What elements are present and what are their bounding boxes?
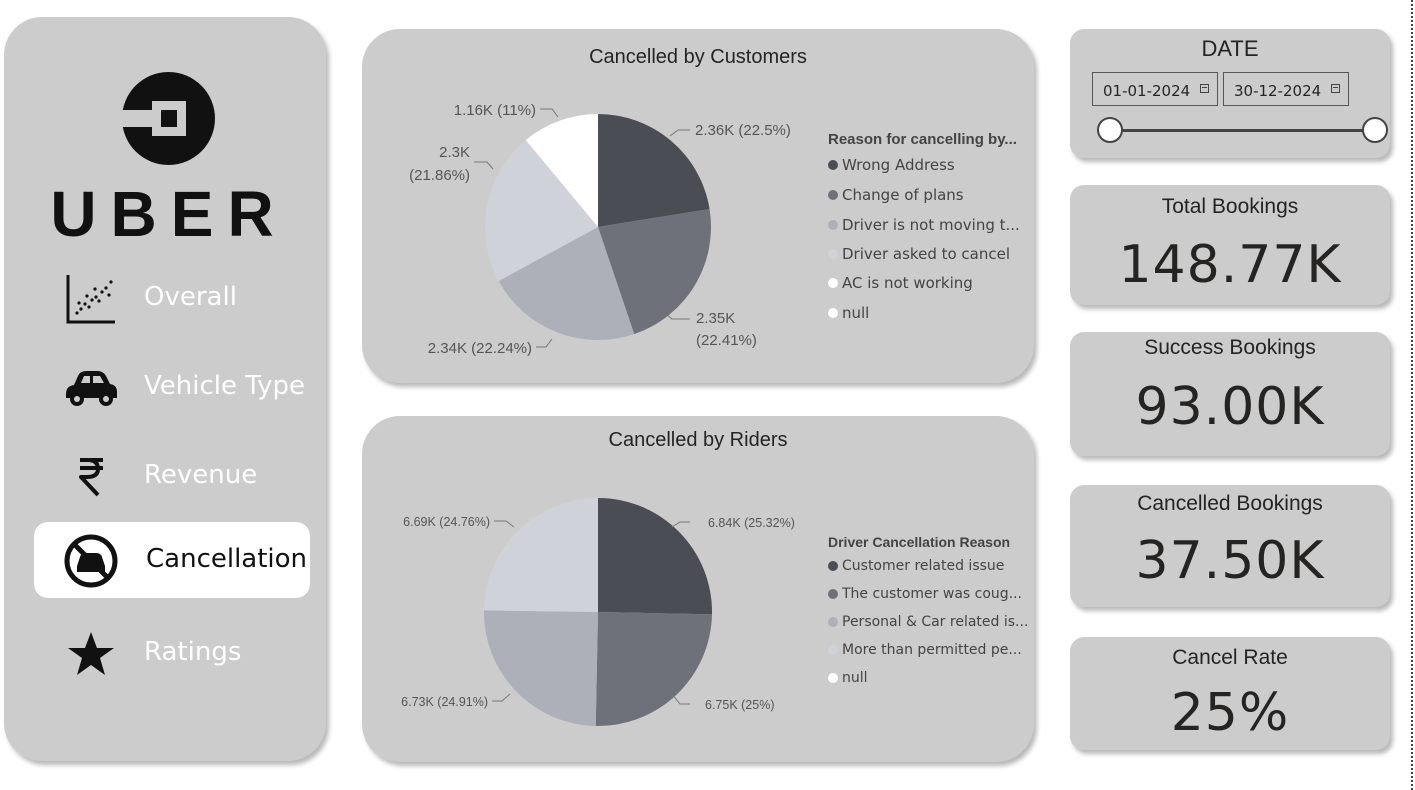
riders-pie-chart[interactable]: 6.84K (25.32%) 6.75K (25%) 6.73K (24.91%… — [362, 416, 1034, 762]
customers-legend-item[interactable]: Driver asked to cancel — [828, 245, 1010, 263]
customers-cancellation-panel: Cancelled by Customers 2.36K (22.5%) 2.3… — [362, 29, 1034, 383]
customers-slice-label-4: 2.3K — [439, 144, 470, 161]
total-bookings-label: Total Bookings — [1161, 195, 1299, 218]
cancelled-bookings-label: Cancelled Bookings — [1137, 492, 1323, 515]
riders-legend-item[interactable]: Customer related issue — [828, 558, 1004, 574]
uber-logo-icon — [122, 72, 215, 165]
calendar-icon[interactable] — [1200, 84, 1209, 93]
nav-item-ratings[interactable]: Ratings — [34, 615, 310, 691]
total-bookings-value: 148.77K — [1118, 235, 1342, 295]
customers-legend-item[interactable]: Wrong Address — [828, 156, 955, 174]
end-date-value: 30-12-2024 — [1234, 82, 1322, 100]
customers-legend-title: Reason for cancelling by... — [828, 131, 1017, 148]
customers-legend: Reason for cancelling by... Wrong Addres… — [828, 131, 1020, 322]
calendar-icon[interactable] — [1331, 84, 1340, 93]
cancelled-bookings-card: Cancelled Bookings 37.50K — [1070, 485, 1390, 607]
customers-pie-slice-5[interactable] — [525, 114, 598, 227]
customers-panel-title: Cancelled by Customers — [589, 46, 807, 68]
nav-label-ratings: Ratings — [144, 637, 242, 667]
star-icon — [62, 629, 120, 679]
riders-legend-item[interactable]: Personal & Car related is... — [828, 614, 1028, 630]
customers-pie-slice-4[interactable] — [485, 140, 598, 281]
customers-pie-slice-3[interactable] — [498, 227, 635, 340]
riders-cancellation-panel: Cancelled by Riders 6.84K (25.32%) 6.75K… — [362, 416, 1034, 762]
success-bookings-card: Success Bookings 93.00K — [1070, 332, 1390, 456]
customers-legend-item[interactable]: AC is not working — [828, 274, 973, 292]
cancel-rate-label: Cancel Rate — [1172, 646, 1288, 669]
customers-slice-label-2b: (22.41%) — [696, 332, 757, 349]
cancel-rate-card: Cancel Rate 25% — [1070, 637, 1390, 750]
brand-wordmark: UBER — [50, 178, 288, 250]
riders-legend-item[interactable]: More than permitted pe... — [828, 642, 1022, 658]
customers-slice-label-3: 2.34K (22.24%) — [428, 340, 532, 357]
rupee-icon — [62, 452, 120, 502]
date-filter-card: DATE 01-01-2024 30-12-2024 — [1070, 29, 1390, 158]
riders-pie-slice-2[interactable] — [595, 612, 712, 726]
nav-label-cancellation: Cancellation — [146, 544, 308, 574]
riders-slice-label-2: 6.75K (25%) — [705, 698, 774, 712]
date-slider-end-handle[interactable] — [1362, 117, 1388, 143]
nav-item-vehicle-type[interactable]: Vehicle Type — [34, 349, 310, 425]
cancelled-bookings-value: 37.50K — [1135, 531, 1325, 591]
customers-legend-item[interactable]: Change of plans — [828, 186, 964, 204]
nav-item-revenue[interactable]: Revenue — [34, 438, 310, 514]
customers-slice-label-2: 2.35K — [696, 310, 735, 327]
nav-label-overall: Overall — [144, 282, 237, 312]
cancel-rate-value: 25% — [1170, 683, 1290, 743]
success-bookings-value: 93.00K — [1135, 377, 1325, 437]
scatter-chart-icon — [62, 274, 120, 324]
nav-item-overall[interactable]: Overall — [34, 260, 310, 336]
customers-legend-item[interactable]: null — [828, 304, 869, 322]
total-bookings-card: Total Bookings 148.77K — [1070, 185, 1390, 305]
riders-pie-slice-4[interactable] — [484, 498, 598, 612]
riders-slice-label-1: 6.84K (25.32%) — [708, 516, 795, 530]
date-filter-title: DATE — [1201, 36, 1259, 61]
customers-pie-slice-1[interactable] — [598, 114, 710, 227]
customers-slice-label-4b: (21.86%) — [409, 167, 470, 184]
riders-slice-label-3: 6.73K (24.91%) — [401, 695, 488, 709]
customers-pie-chart[interactable]: 2.36K (22.5%) 2.35K (22.41%) 2.34K (22.2… — [362, 29, 1034, 383]
no-car-icon — [62, 534, 120, 588]
customers-slice-label-1: 2.36K (22.5%) — [695, 122, 791, 139]
riders-pie-slice-3[interactable] — [484, 610, 598, 726]
customers-slice-label-5: 1.16K (11%) — [454, 102, 536, 119]
riders-panel-title: Cancelled by Riders — [608, 429, 788, 451]
riders-legend-item[interactable]: null — [828, 670, 868, 686]
start-date-value: 01-01-2024 — [1103, 82, 1191, 100]
date-range-slider-track[interactable] — [1110, 129, 1376, 132]
riders-legend: Driver Cancellation Reason Customer rela… — [828, 534, 1028, 686]
nav-label-revenue: Revenue — [144, 460, 258, 490]
nav-item-cancellation[interactable]: Cancellation — [34, 522, 310, 598]
nav-label-vehicle-type: Vehicle Type — [144, 371, 305, 401]
car-icon — [62, 363, 120, 413]
riders-legend-title: Driver Cancellation Reason — [828, 534, 1011, 550]
page-edge-divider — [1411, 0, 1413, 790]
success-bookings-label: Success Bookings — [1144, 336, 1316, 359]
sidebar-panel: UBER Overall — [4, 17, 326, 761]
customers-pie-slice-2[interactable] — [598, 209, 711, 335]
date-slider-start-handle[interactable] — [1097, 117, 1123, 143]
riders-slice-label-4: 6.69K (24.76%) — [403, 515, 490, 529]
riders-legend-item[interactable]: The customer was coug... — [828, 586, 1022, 602]
customers-legend-item[interactable]: Driver is not moving t... — [828, 216, 1020, 234]
riders-pie-slice-1[interactable] — [598, 498, 712, 615]
start-date-input[interactable]: 01-01-2024 — [1092, 72, 1218, 106]
end-date-input[interactable]: 30-12-2024 — [1223, 72, 1349, 106]
